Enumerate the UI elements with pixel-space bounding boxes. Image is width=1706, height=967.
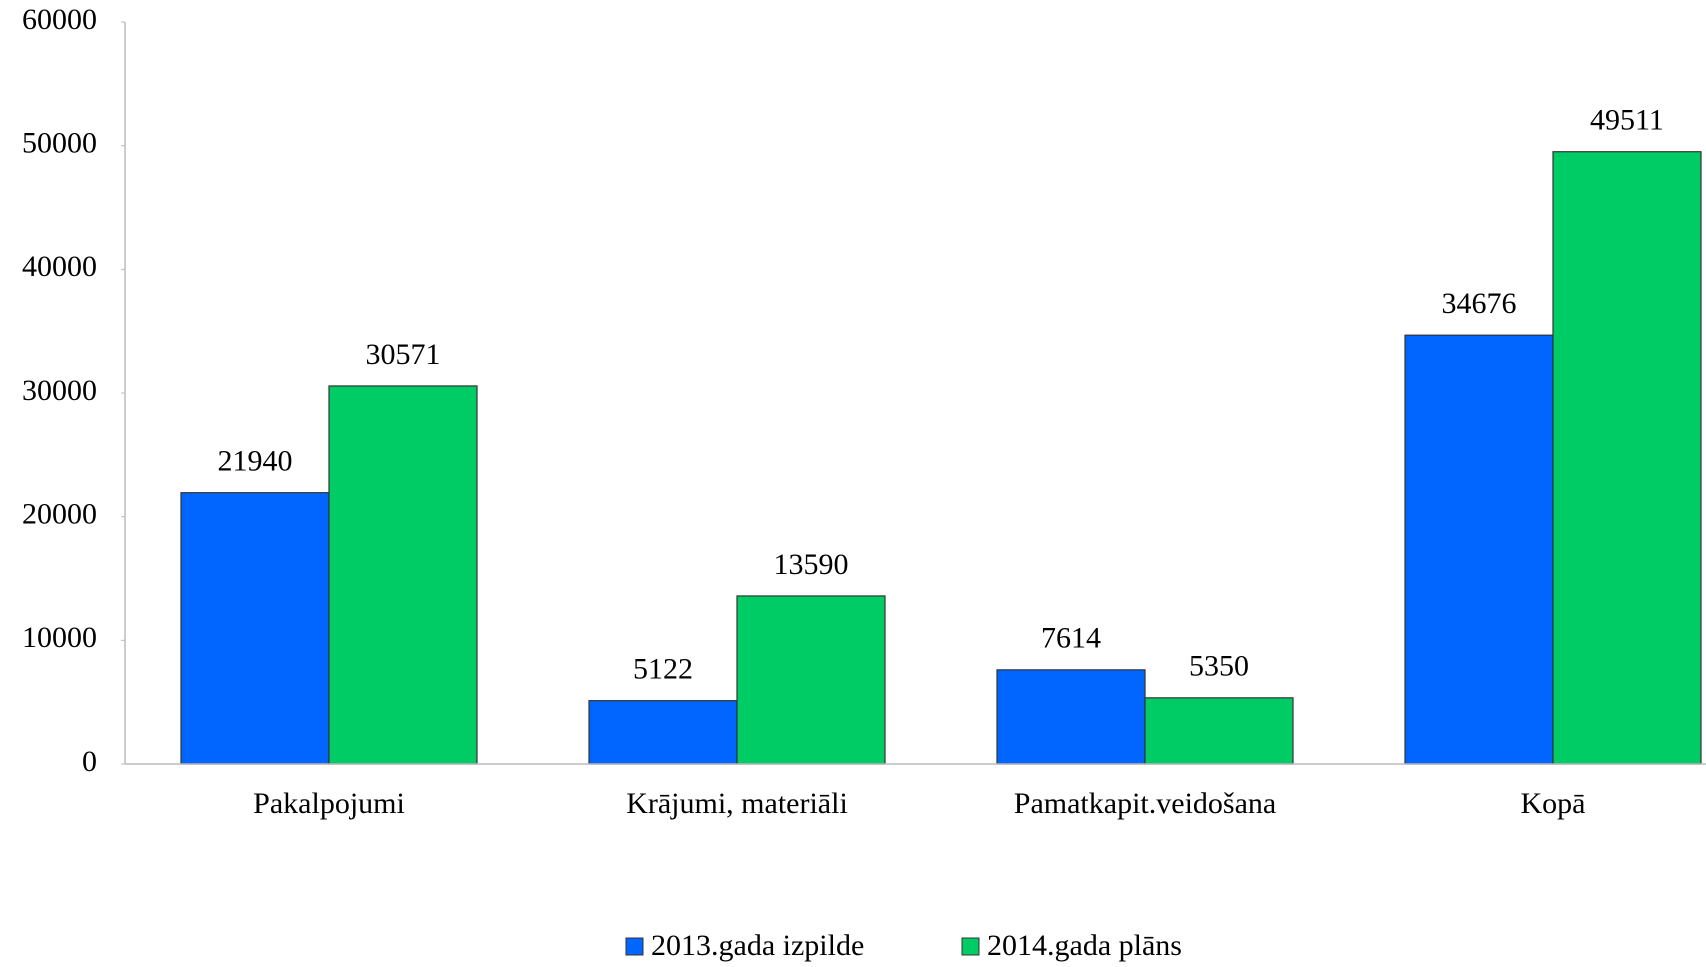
bar: [1144, 697, 1294, 765]
data-label: 30571: [366, 338, 441, 371]
bar: [1404, 334, 1554, 765]
y-tick-label: 40000: [22, 250, 97, 283]
bar: [328, 385, 478, 765]
legend-label: 2014.gada plāns: [987, 929, 1182, 962]
data-label: 34676: [1442, 287, 1517, 320]
legend-swatch: [961, 937, 980, 956]
bar: [996, 669, 1146, 765]
legend-swatch: [625, 937, 644, 956]
x-tick-label: Kopā: [1521, 787, 1586, 820]
y-tick-label: 50000: [22, 127, 97, 160]
y-tick-label: 10000: [22, 621, 97, 654]
y-tick-label: 20000: [22, 498, 97, 531]
x-tick-label: Krājumi, materiāli: [626, 787, 848, 820]
data-label: 13590: [774, 548, 849, 581]
x-tick-label: Pamatkapit.veidošana: [1014, 787, 1276, 820]
bar: [736, 595, 886, 765]
y-tick-label: 0: [82, 745, 97, 778]
data-label: 5350: [1189, 650, 1249, 683]
x-tick-label: Pakalpojumi: [253, 787, 405, 820]
data-label: 5122: [633, 653, 693, 686]
data-label: 49511: [1590, 104, 1664, 137]
y-tick-label: 30000: [22, 374, 97, 407]
data-label: 21940: [218, 445, 293, 478]
data-label: 7614: [1041, 622, 1101, 655]
legend-label: 2013.gada izpilde: [651, 929, 864, 962]
bar: [180, 492, 330, 765]
y-tick-label: 60000: [22, 3, 97, 36]
bar: [588, 700, 738, 765]
bar: [1552, 151, 1702, 765]
